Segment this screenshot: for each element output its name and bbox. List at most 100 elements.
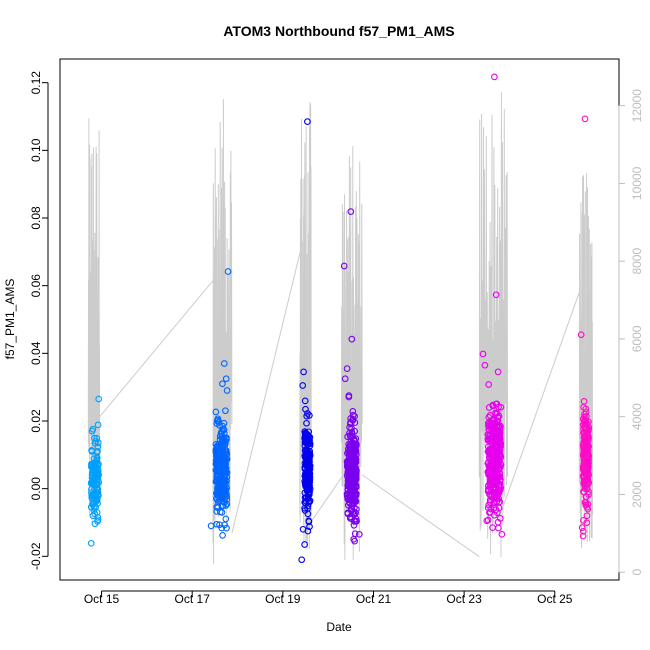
data-point <box>496 435 504 443</box>
data-point <box>493 459 500 467</box>
data-point <box>345 448 352 456</box>
data-point <box>489 425 497 432</box>
data-point <box>492 410 499 418</box>
data-point-outlier <box>580 398 588 405</box>
data-point-outlier <box>213 520 221 528</box>
x-tick-label: Oct 17 <box>175 592 211 606</box>
data-point <box>344 491 352 498</box>
series-2019-10-19 <box>298 118 314 564</box>
data-point <box>213 445 220 452</box>
data-point <box>90 507 98 515</box>
aux-connector-2 <box>310 474 344 522</box>
data-point <box>349 408 357 415</box>
data-point <box>219 502 226 510</box>
axes-layer: -0.02 0.00 0.02 0.04 0.06 0.08 0.10 0.12 0 2000 40… <box>29 58 644 606</box>
y-tick-label: 0.06 <box>29 274 43 298</box>
data-point-outlier <box>492 291 500 299</box>
data-point <box>352 467 360 475</box>
data-point <box>213 468 221 475</box>
data-point <box>582 493 590 501</box>
data-point-outlier <box>304 118 311 125</box>
data-point <box>495 504 503 512</box>
data-point <box>350 490 358 498</box>
data-point <box>348 466 356 474</box>
data-point-outlier <box>219 380 226 388</box>
data-point <box>350 460 357 468</box>
y-axis-label: f57_PM1_AMS <box>3 279 17 360</box>
data-point <box>302 474 310 482</box>
data-point-outlier <box>351 537 358 545</box>
data-point <box>486 446 493 454</box>
data-point <box>579 421 587 429</box>
data-point-outlier <box>581 115 589 123</box>
data-point <box>216 422 223 429</box>
x-axis-label: Date <box>326 620 352 634</box>
data-point <box>304 452 312 460</box>
data-point <box>493 498 501 506</box>
series-2019-10-20 <box>340 208 363 545</box>
data-point <box>212 408 220 416</box>
data-point <box>222 456 230 464</box>
data-point-outlier <box>579 532 587 540</box>
data-point <box>484 460 492 467</box>
aux-connector-3 <box>361 474 480 558</box>
data-point <box>212 441 220 448</box>
data-point <box>301 452 309 460</box>
data-point <box>352 515 360 523</box>
data-point <box>223 524 230 532</box>
series-2019-10-14 <box>87 395 103 547</box>
series-2019-10-25 <box>577 115 593 540</box>
aux-connector-1 <box>231 253 301 534</box>
y2-tick-label: 2000 <box>630 481 644 508</box>
data-point <box>495 524 502 532</box>
data-point <box>579 527 587 535</box>
data-point-outlier <box>220 360 228 367</box>
data-point <box>352 517 360 525</box>
y2-tick-label: 10000 <box>630 166 644 200</box>
data-point-outlier <box>343 365 351 372</box>
data-point <box>580 479 587 487</box>
y-tick-label: -0.02 <box>29 542 43 570</box>
data-point <box>493 441 500 449</box>
data-point <box>485 404 493 411</box>
x-tick-label: Oct 15 <box>84 592 120 606</box>
data-point-outlier <box>92 437 100 445</box>
y-tick-label: 0.02 <box>29 409 43 433</box>
data-point-outlier <box>223 387 231 394</box>
y-tick-label: 0.00 <box>29 477 43 501</box>
data-point <box>349 500 357 508</box>
y-tick-label: 0.08 <box>29 206 43 230</box>
data-point <box>489 402 497 410</box>
data-point <box>91 490 99 498</box>
data-point <box>582 468 590 476</box>
data-point-outlier <box>300 368 307 376</box>
y2-tick-label: 8000 <box>630 248 644 275</box>
data-point <box>496 451 504 458</box>
data-point <box>344 433 351 441</box>
aux-envelope-4 <box>478 92 509 558</box>
aux-series-layer <box>87 92 594 564</box>
data-point <box>89 492 97 500</box>
aux-connector-4 <box>501 292 580 511</box>
data-point <box>486 433 493 440</box>
data-point-outlier <box>489 524 496 531</box>
data-point <box>303 483 311 491</box>
data-point <box>486 508 494 516</box>
data-point <box>351 530 359 538</box>
chart-title: ATOM3 Northbound f57_PM1_AMS <box>223 23 454 39</box>
data-point <box>585 454 592 461</box>
data-point <box>348 479 355 487</box>
data-point <box>349 453 357 460</box>
data-point <box>348 429 356 436</box>
series-2019-10-23 <box>479 73 506 538</box>
y2-tick-label: 6000 <box>630 325 644 352</box>
data-point <box>304 495 312 502</box>
data-point-outlier <box>483 517 491 525</box>
data-point <box>583 481 591 489</box>
data-point <box>304 467 312 475</box>
data-point <box>581 413 588 421</box>
data-point <box>490 484 497 491</box>
data-point-outlier <box>584 505 592 513</box>
data-point <box>348 483 356 491</box>
